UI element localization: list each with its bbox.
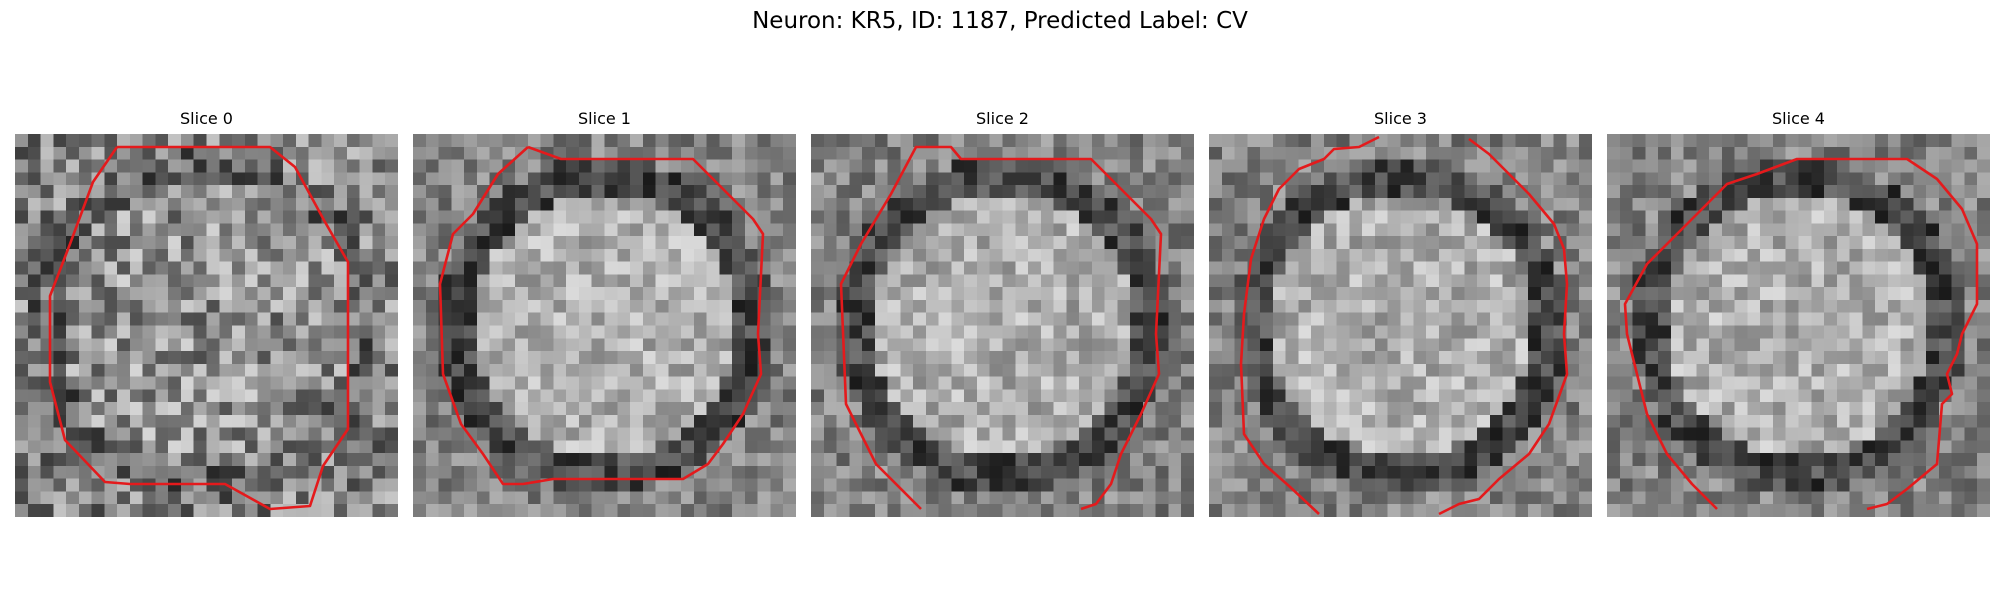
slice-image	[413, 134, 796, 517]
segmentation-contour	[839, 145, 1163, 511]
slice-panel-0: Slice 0	[15, 110, 398, 517]
slice-panel-2: Slice 2	[811, 110, 1194, 517]
slice-panel-1: Slice 1	[413, 110, 796, 517]
slice-image	[1607, 134, 1990, 517]
segmentation-contour	[1623, 157, 1979, 511]
slice-panel-3: Slice 3	[1209, 110, 1592, 517]
segmentation-contour	[48, 145, 350, 511]
segmentation-contour	[1239, 135, 1569, 516]
slice-title: Slice 2	[976, 109, 1029, 128]
slice-panel-4: Slice 4	[1607, 110, 1990, 517]
figure-title: Neuron: KR5, ID: 1187, Predicted Label: …	[752, 8, 1248, 34]
slice-title: Slice 4	[1772, 109, 1825, 128]
segmentation-contour	[438, 145, 765, 486]
slice-image	[811, 134, 1194, 517]
slice-title: Slice 3	[1374, 109, 1427, 128]
slice-title: Slice 0	[180, 109, 233, 128]
slice-title: Slice 1	[578, 109, 631, 128]
slice-image	[1209, 134, 1592, 517]
slice-image	[15, 134, 398, 517]
grayscale-micrograph	[1607, 134, 1990, 517]
